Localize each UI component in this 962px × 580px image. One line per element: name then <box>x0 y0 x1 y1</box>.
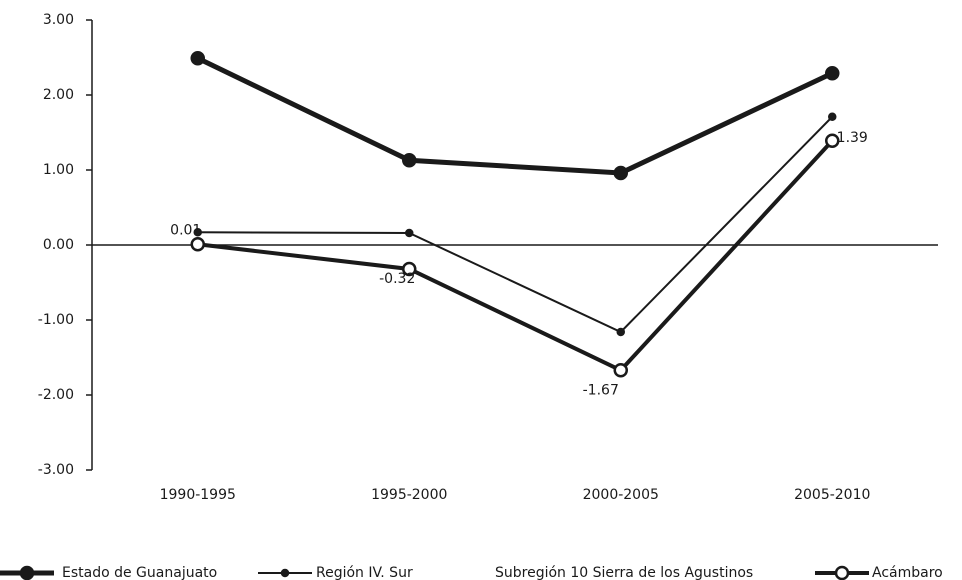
data-label: 1.39 <box>837 130 868 146</box>
data-label: -1.67 <box>583 382 619 398</box>
marker <box>402 153 417 168</box>
x-tick-label: 1995-2000 <box>371 487 447 503</box>
marker <box>402 261 417 277</box>
marker <box>190 237 205 252</box>
y-tick-label: -3.00 <box>38 462 74 478</box>
legend-marker <box>280 568 290 578</box>
marker <box>613 165 628 181</box>
legend-label: Región IV. Sur <box>316 565 413 580</box>
marker <box>405 228 414 238</box>
marker <box>825 133 840 148</box>
marker <box>613 363 628 378</box>
marker <box>616 327 625 337</box>
marker <box>190 51 205 66</box>
legend-marker <box>19 565 35 580</box>
y-tick-label: 3.00 <box>43 12 74 28</box>
marker <box>828 112 837 121</box>
y-tick-label: -2.00 <box>38 387 74 403</box>
marker <box>193 228 202 237</box>
y-tick-label: -1.00 <box>38 312 74 328</box>
y-tick-label: 2.00 <box>43 87 74 103</box>
data-label: 0.01 <box>170 222 201 238</box>
x-tick-label: 2000-2005 <box>583 487 659 503</box>
series-line <box>197 139 834 373</box>
x-tick-label: 1990-1995 <box>160 487 236 503</box>
data-label: -0.32 <box>379 271 415 287</box>
series-line <box>196 55 834 176</box>
legend-marker <box>834 565 850 580</box>
legend-label: Estado de Guanajuato <box>62 565 217 580</box>
series-line <box>197 116 833 334</box>
y-tick-label: 0.00 <box>43 237 74 253</box>
x-tick-label: 2005-2010 <box>794 487 870 503</box>
marker <box>825 66 840 81</box>
legend-label: Subregión 10 Sierra de los Agustinos <box>495 565 753 580</box>
y-tick-label: 1.00 <box>43 162 74 178</box>
legend-label: Acámbaro <box>872 565 943 580</box>
